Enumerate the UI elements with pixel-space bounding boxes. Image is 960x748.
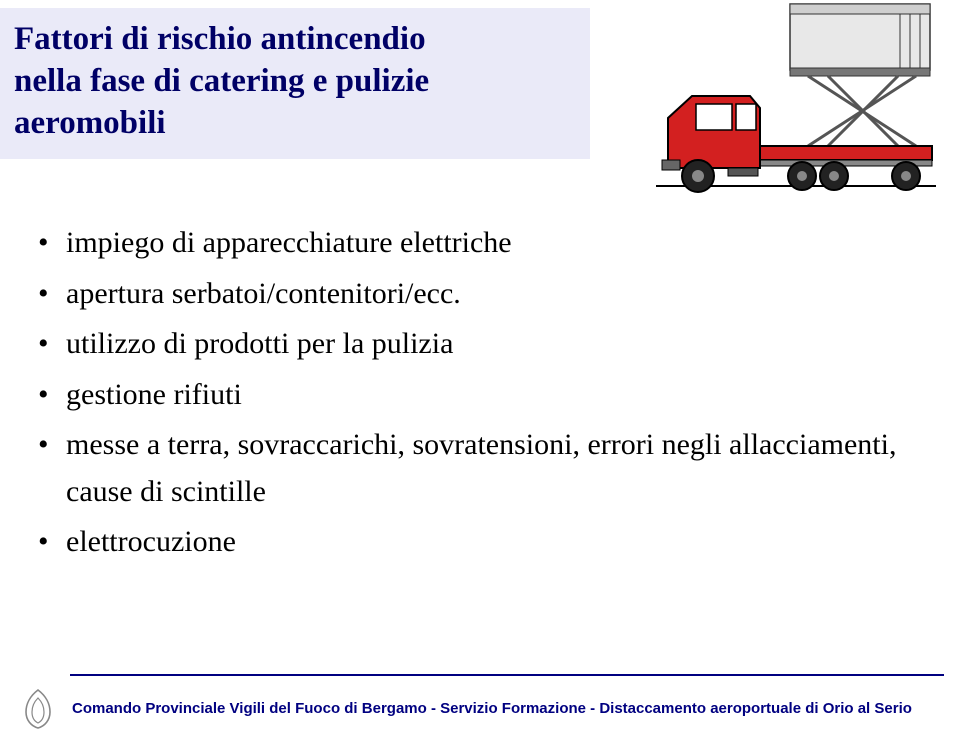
slide-title-box: Fattori di rischio antincendio nella fas… [0, 8, 590, 159]
bullet-item: apertura serbatoi/contenitori/ecc. [38, 271, 918, 318]
bullet-item: utilizzo di prodotti per la pulizia [38, 321, 918, 368]
vvf-emblem-icon [16, 686, 60, 730]
footer-text: Comando Provinciale Vigili del Fuoco di … [72, 700, 912, 717]
bullet-item: impiego di apparecchiature elettriche [38, 220, 918, 267]
title-line-1: Fattori di rischio antincendio [14, 18, 576, 60]
title-line-2: nella fase di catering e pulizie [14, 60, 576, 102]
footer-divider [70, 674, 944, 676]
catering-truck-illustration [640, 0, 940, 200]
bullet-item: gestione rifiuti [38, 372, 918, 419]
bullet-item: elettrocuzione [38, 519, 918, 566]
title-line-3: aeromobili [14, 102, 576, 144]
bullet-item: messe a terra, sovraccarichi, sovratensi… [38, 422, 918, 515]
bullet-list: impiego di apparecchiature elettriche ap… [38, 220, 918, 570]
slide-footer: Comando Provinciale Vigili del Fuoco di … [0, 686, 960, 730]
